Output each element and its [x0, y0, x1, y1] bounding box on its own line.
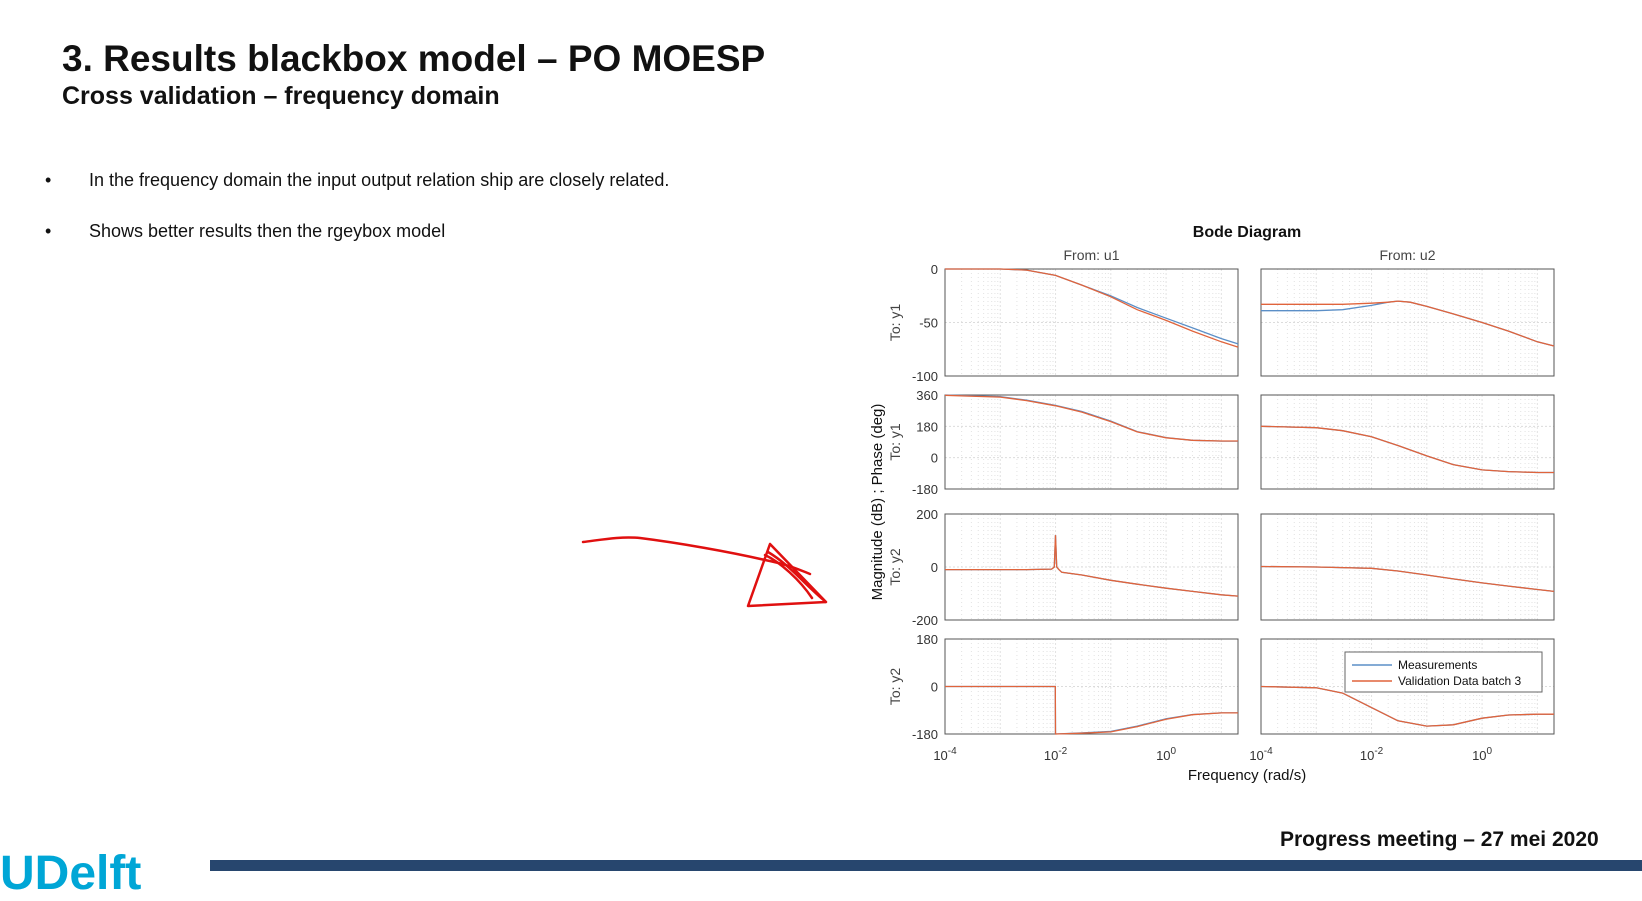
series-line [1260, 685, 1554, 727]
footer-meeting-label: Progress meeting – 27 mei 2020 [1280, 828, 1599, 851]
row-label: To: y2 [887, 548, 903, 586]
series-line [945, 685, 1238, 735]
row-label: To: y1 [887, 423, 903, 461]
y-tick-label: 0 [931, 451, 938, 466]
legend-box [1344, 651, 1543, 693]
series-line [1261, 300, 1555, 347]
column-label: From: u2 [1379, 247, 1435, 263]
y-tick-label: -180 [912, 482, 938, 497]
bullet-text: Shows better results then the rgeybox mo… [89, 221, 446, 241]
y-tick-label: -100 [912, 369, 938, 384]
tudelft-logo: UDelft [0, 846, 141, 901]
x-tick-label: 10-2 [1044, 746, 1068, 763]
y-tick-label: 0 [931, 680, 938, 695]
y-tick-label: 360 [916, 388, 938, 403]
y-tick-label: 0 [931, 560, 938, 575]
y-axis-label: Magnitude (dB) ; Phase (deg) [869, 404, 886, 601]
legend-label: Validation Data batch 3 [1398, 674, 1522, 688]
bode-diagram: Bode Diagram From: u1 From: u2 0 -50 -100 To: … [869, 224, 1555, 784]
x-tick-label: 100 [1156, 746, 1176, 763]
bullet-dot: • [45, 221, 52, 241]
series-line [945, 268, 1239, 345]
column-label: From: u1 [1063, 247, 1119, 263]
panel-frame [944, 394, 1239, 490]
y-tick-label: -50 [919, 316, 938, 331]
y-tick-label: 0 [931, 262, 938, 277]
y-tick-label: 180 [916, 419, 938, 434]
series-line [945, 535, 1239, 597]
series-line [945, 535, 1239, 597]
series-line [945, 268, 1239, 348]
y-tick-label: 200 [916, 507, 938, 522]
series-line [1260, 425, 1554, 474]
y-tick-label: 180 [916, 632, 938, 647]
series-line [1260, 565, 1555, 593]
chart-title: Bode Diagram [1193, 224, 1301, 241]
x-tick-label: 10-4 [1249, 746, 1273, 763]
y-tick-label: -200 [912, 613, 938, 628]
slide-title: 3. Results blackbox model – PO MOESP [62, 38, 766, 79]
series-line [944, 394, 1238, 442]
panel-frame [944, 513, 1239, 621]
series-line [944, 394, 1238, 442]
x-tick-label: 10-4 [933, 746, 957, 763]
legend-label: Measurements [1398, 658, 1477, 672]
x-tick-label: 100 [1472, 746, 1492, 763]
series-line [1260, 565, 1555, 593]
x-tick-label: 10-2 [1360, 746, 1384, 763]
panel-frame [1260, 394, 1555, 490]
bullet-dot: • [45, 170, 52, 190]
y-tick-label: -180 [912, 727, 938, 742]
logo-text: UDelft [0, 847, 142, 900]
x-axis-label: Frequency (rad/s) [1188, 767, 1306, 784]
row-label: To: y1 [887, 304, 903, 342]
panel-frame [1260, 268, 1555, 377]
bullet-text: In the frequency domain the input output… [89, 170, 670, 190]
series-line [1261, 300, 1555, 347]
series-line [945, 685, 1238, 735]
row-label: To: y2 [887, 668, 903, 706]
panel-frame [944, 268, 1239, 377]
footer-bar [210, 860, 1642, 871]
slide-subtitle: Cross validation – frequency domain [62, 82, 500, 110]
